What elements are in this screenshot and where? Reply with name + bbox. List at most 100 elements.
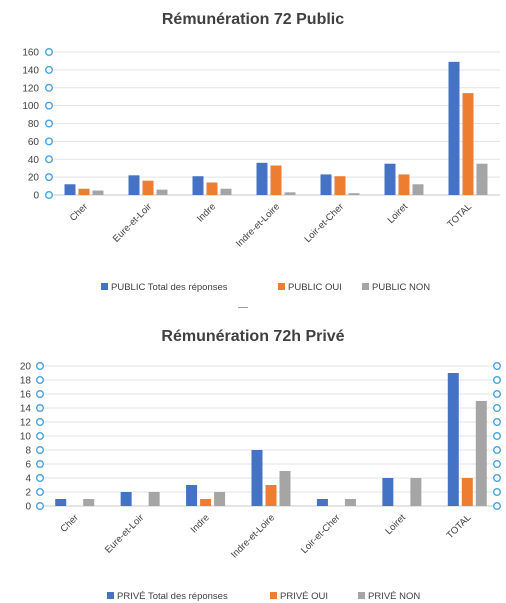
legend-label: PUBLIC Total des réponses [111,282,228,293]
selection-handle-icon[interactable] [493,459,502,468]
y-tick-label: 6 [25,460,31,471]
legend: PRIVÉ Total des réponses PRIVÉ OUI PRIVÉ N… [107,591,420,602]
bar-priv-total-des-r-ponses [447,373,459,506]
public-chart-svg: Rémunération 72 Public 0 20 40 60 80 100 120 14… [22,11,500,293]
selection-handle-icon[interactable] [493,501,502,510]
selection-handle-icon[interactable] [45,65,54,74]
legend-swatch [278,283,285,290]
selection-handle-icon[interactable] [36,417,45,426]
x-category-label: Indre [189,512,212,535]
selection-handle-icon[interactable] [493,376,502,385]
x-category-label: Cher [58,512,80,534]
bar-public-oui [78,188,90,195]
bar-public-oui [334,176,346,195]
y-tick-label: 16 [20,390,32,401]
selection-handle-icon[interactable] [45,101,54,110]
x-category-label: Indre [195,201,218,224]
selection-handle-icon[interactable] [493,445,502,454]
selection-handle-icon[interactable] [493,389,502,398]
bar-public-non [284,192,296,195]
x-category-label: Eure-et-Loir [103,512,146,555]
selection-handle-icon[interactable] [45,48,54,57]
selection-handle-icon[interactable] [45,119,54,128]
bar-priv-non [214,492,226,506]
bar-public-non [476,163,488,195]
selection-handle-icon[interactable] [36,389,45,398]
bar-public-oui [398,174,410,195]
y-tick-label: 20 [28,173,40,184]
bar-priv-non [410,478,422,506]
bar-public-total-des-r-ponses [192,176,204,195]
bar-priv-non [279,471,291,506]
selection-handle-icon[interactable] [36,431,45,440]
private-chart-svg: Rémunération 72h Privé 0 2 4 6 8 10 12 14 16 18 20… [20,328,502,602]
y-tick-label: 8 [25,446,31,457]
chart-title: Rémunération 72 Public [162,11,344,28]
y-tick-label: 20 [20,362,32,373]
selection-handle-icon[interactable] [36,501,45,510]
bar-priv-total-des-r-ponses [382,478,394,506]
selection-handle-icon[interactable] [493,362,502,371]
bar-priv-non [475,401,487,506]
bar-public-total-des-r-ponses [384,163,396,195]
selection-handle-icon[interactable] [493,403,502,412]
y-tick-label: 4 [25,474,31,485]
chart-separator [238,307,248,308]
bar-public-oui [142,180,154,195]
y-tick-label: 60 [28,137,40,148]
y-tick-label: 10 [20,432,32,443]
selection-handle-icon[interactable] [493,473,502,482]
y-tick-label: 100 [22,101,39,112]
selection-handle-icon[interactable] [45,190,54,199]
selection-handle-icon[interactable] [36,473,45,482]
selection-handle-icon[interactable] [45,137,54,146]
bar-public-oui [462,93,474,195]
legend-swatch [270,592,277,599]
selection-handle-icon[interactable] [493,431,502,440]
y-tick-label: 40 [28,155,40,166]
selection-handle-icon[interactable] [493,417,502,426]
chart-title: Rémunération 72h Privé [161,328,344,345]
legend: PUBLIC Total des réponses PUBLIC OUI PUBLI… [101,282,430,293]
y-tick-label: 140 [22,65,39,76]
bar-public-non [220,188,232,195]
bar-public-total-des-r-ponses [256,162,268,195]
legend-swatch [107,592,114,599]
x-category-label: TOTAL [445,201,474,230]
legend-swatch [362,283,369,290]
selection-handle-icon[interactable] [36,403,45,412]
bar-priv-oui [461,478,473,506]
x-category-label: Eure-et-Loir [111,201,154,244]
private-remuneration-chart: Rémunération 72h Privé 0 2 4 6 8 10 12 14 16 18 20… [0,316,506,603]
selection-handle-icon[interactable] [36,459,45,468]
bar-public-oui [206,182,218,195]
selection-handle-icon[interactable] [36,487,45,496]
y-tick-label: 80 [28,119,40,130]
selection-handle-icon[interactable] [493,487,502,496]
selection-handle-icon[interactable] [36,362,45,371]
bar-public-non [412,184,424,195]
y-tick-label: 0 [25,502,31,513]
bar-priv-non [148,492,160,506]
bar-public-total-des-r-ponses [320,174,332,195]
bar-priv-non [83,499,95,506]
x-category-label: Indre-et-Loire [234,201,282,249]
y-tick-label: 12 [20,418,32,429]
legend-label: PRIVÉ NON [368,591,420,602]
selection-handle-icon[interactable] [36,445,45,454]
selection-handle-icon[interactable] [36,376,45,385]
public-remuneration-chart: Rémunération 72 Public 0 20 40 60 80 100 120 14… [0,0,506,300]
bar-public-oui [270,165,282,195]
bar-priv-total-des-r-ponses [186,485,198,506]
bar-priv-total-des-r-ponses [120,492,132,506]
selection-handle-icon[interactable] [45,155,54,164]
selection-handle-icon[interactable] [45,83,54,92]
x-category-label: Loiret [383,512,408,537]
x-category-label: Cher [68,201,90,223]
x-category-label: Indre-et-Loire [229,512,277,560]
bar-public-total-des-r-ponses [448,61,460,195]
bar-priv-non [344,499,356,506]
bar-priv-total-des-r-ponses [251,450,263,506]
selection-handle-icon[interactable] [45,173,54,182]
bar-priv-total-des-r-ponses [55,499,67,506]
